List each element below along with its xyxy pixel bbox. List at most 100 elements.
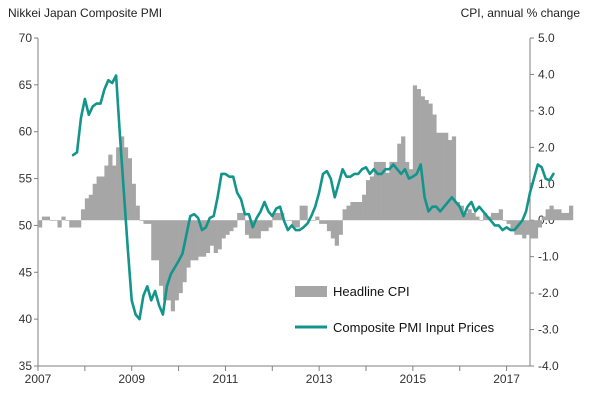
cpi-bar [428, 103, 433, 221]
cpi-bar [545, 209, 550, 221]
cpi-bar [201, 220, 207, 257]
cpi-bar [45, 216, 51, 221]
cpi-bar [330, 220, 336, 239]
cpi-bar [533, 220, 539, 239]
cpi-bar [389, 161, 394, 221]
cpi-bar [494, 212, 500, 221]
cpi-bar [502, 220, 507, 221]
cpi-bar [490, 212, 496, 221]
cpi-bar [393, 161, 398, 221]
cpi-bar [432, 114, 437, 221]
cpi-bar [69, 220, 74, 228]
cpi-bar [342, 209, 347, 221]
right-tick-label: -1.0 [538, 250, 559, 264]
cpi-bar [475, 216, 480, 221]
cpi-bar [84, 198, 90, 221]
right-tick-label: -4.0 [538, 359, 559, 373]
left-tick-label: 45 [19, 265, 33, 279]
cpi-bar [127, 158, 133, 221]
cpi-bar [455, 202, 460, 221]
cpi-bar [88, 194, 93, 221]
right-tick-label: -2.0 [538, 286, 559, 300]
cpi-bar [104, 165, 109, 221]
cpi-bar [303, 205, 308, 221]
cpi-bar [38, 220, 43, 228]
cpi-bar [354, 202, 359, 221]
legend-label-headline-cpi: Headline CPI [333, 284, 410, 299]
cpi-bar [541, 216, 546, 221]
x-tick-label: 2007 [25, 372, 52, 386]
cpi-bar [155, 220, 160, 261]
cpi-bar [381, 161, 386, 221]
cpi-bar [506, 220, 511, 224]
left-tick-label: 60 [19, 125, 33, 139]
cpi-bar [248, 220, 254, 239]
left-tick-label: 50 [19, 218, 33, 232]
cpi-bar [529, 220, 535, 239]
cpi-bar [225, 220, 230, 235]
cpi-bar [209, 220, 215, 246]
cpi-bar [112, 165, 117, 221]
cpi-bar [526, 220, 531, 235]
left-tick-label: 40 [19, 312, 33, 326]
cpi-bar [41, 216, 47, 221]
pmi-input-prices-line [71, 74, 555, 321]
cpi-bar [116, 147, 121, 221]
cpi-bar [444, 132, 449, 221]
cpi-bar [358, 202, 363, 221]
left-tick-label: 55 [19, 172, 33, 186]
cpi-bar [131, 183, 136, 221]
right-tick-label: 4.0 [538, 67, 555, 81]
cpi-bar [53, 220, 58, 221]
x-tick-label: 2015 [400, 372, 427, 386]
cpi-bar [522, 220, 527, 239]
cpi-bar [217, 220, 222, 250]
cpi-bar [565, 212, 570, 221]
cpi-bar [537, 220, 542, 228]
cpi-bar [135, 205, 140, 221]
cpi-bar [264, 220, 269, 232]
cpi-bar [233, 220, 238, 228]
cpi-bar [272, 212, 277, 221]
cpi-bar [159, 220, 164, 286]
cpi-bar [291, 220, 297, 228]
cpi-bar [162, 220, 168, 301]
cpi-bar [100, 176, 105, 221]
cpi-bar [518, 220, 523, 235]
cpi-bar [252, 220, 257, 239]
right-axis-title: CPI, annual % change [460, 6, 580, 20]
cpi-bar [451, 136, 457, 221]
cpi-bar [276, 212, 281, 221]
cpi-bar [174, 220, 179, 301]
cpi-bar [561, 212, 566, 221]
cpi-bar [471, 212, 476, 221]
x-tick-label: 2013 [306, 372, 333, 386]
x-tick-label: 2017 [493, 372, 520, 386]
left-tick-label: 35 [19, 359, 33, 373]
cpi-bar [350, 202, 355, 221]
cpi-bar [77, 220, 82, 228]
right-tick-label: 5.0 [538, 31, 555, 45]
cpi-bar [377, 161, 382, 221]
cpi-bar [569, 205, 574, 221]
cpi-bar [221, 220, 226, 239]
left-tick-label: 70 [19, 31, 33, 45]
cpi-bar [440, 132, 445, 221]
x-tick-label: 2009 [118, 372, 145, 386]
cpi-bar [213, 220, 218, 254]
cpi-bar [401, 136, 406, 221]
cpi-bar [420, 96, 425, 221]
cpi-bar [205, 220, 211, 254]
cpi-bar [408, 169, 414, 221]
cpi-bar [57, 220, 62, 228]
cpi-bar [483, 212, 488, 221]
cpi-bar [166, 220, 172, 301]
cpi-bar [80, 209, 86, 221]
cpi-bar [385, 172, 390, 221]
cpi-bar [143, 220, 148, 224]
cpi-bar [139, 220, 144, 221]
cpi-bar [373, 161, 379, 221]
cpi-bar [365, 180, 371, 221]
cpi-bar [412, 85, 418, 221]
